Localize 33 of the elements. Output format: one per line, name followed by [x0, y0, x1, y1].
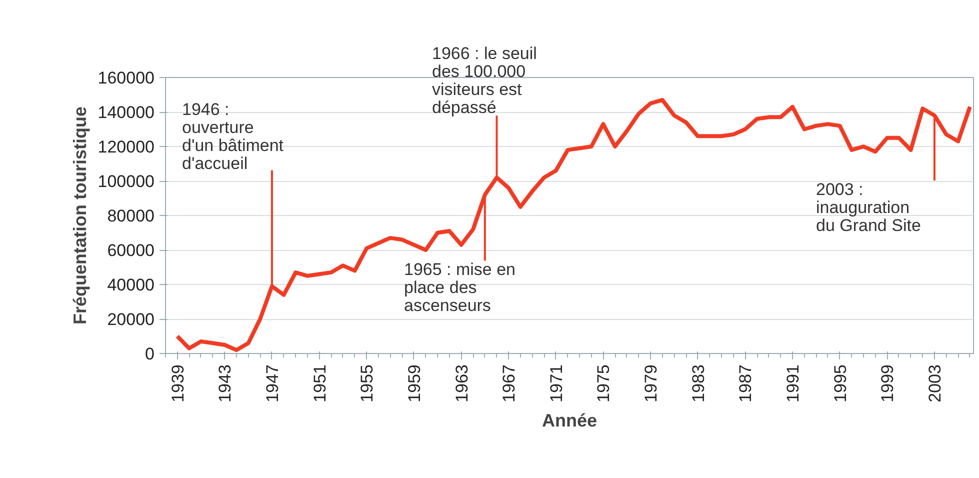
- x-tick-label: 1995: [830, 364, 850, 402]
- x-tick-label: 1943: [216, 364, 235, 402]
- annotation: 1965 : mise en place des ascenseurs: [404, 260, 516, 315]
- annotation: 1966 : le seuil des 100.000 visiteurs est dépassé: [432, 44, 537, 117]
- x-tick-label: 1955: [358, 364, 377, 402]
- x-tick-label: 1951: [310, 364, 330, 402]
- x-tick-label: 1975: [594, 364, 614, 402]
- x-tick-label: 1959: [404, 364, 424, 402]
- x-tick-label: 1947: [262, 364, 282, 402]
- y-tick-label: 80000: [107, 206, 155, 226]
- y-tick-label: 100000: [98, 172, 155, 191]
- x-tick-label: 1983: [688, 364, 708, 402]
- x-tick-label: 1967: [500, 364, 519, 402]
- y-axis-title: Fréquentation touristique: [70, 106, 90, 324]
- x-tick-label: 2003: [925, 364, 944, 402]
- x-tick-label: 1987: [736, 364, 756, 402]
- x-axis-title: Année: [542, 410, 598, 430]
- x-tick-label: 1971: [546, 364, 566, 402]
- y-tick-label: 40000: [107, 276, 155, 294]
- y-tick-label: 20000: [107, 310, 155, 329]
- x-tick-label: 1939: [168, 364, 188, 402]
- x-tick-label: 1999: [878, 364, 898, 402]
- x-tick-label: 1979: [642, 364, 661, 402]
- annotation: 2003 : inauguration du Grand Site: [816, 180, 921, 235]
- annotation: 1946 : ouverture d'un bâtiment d'accueil: [182, 100, 284, 173]
- y-tick-label: 60000: [107, 241, 155, 260]
- y-tick-label: 120000: [98, 138, 155, 156]
- y-tick-label: 160000: [98, 68, 155, 88]
- y-tick-label: 0: [145, 344, 155, 364]
- x-tick-label: 1991: [784, 364, 802, 402]
- y-tick-label: 140000: [98, 103, 155, 122]
- line-series: [175, 98, 972, 352]
- x-tick-label: 1963: [452, 364, 472, 402]
